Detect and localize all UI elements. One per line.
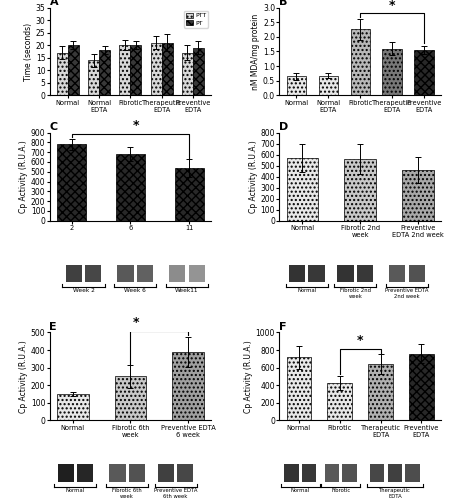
Bar <box>319 76 338 96</box>
Bar <box>382 48 402 96</box>
Bar <box>129 464 145 482</box>
Y-axis label: Cp Activity (R.U.A.): Cp Activity (R.U.A.) <box>19 140 28 213</box>
Text: Normal: Normal <box>297 288 316 294</box>
Bar <box>115 376 146 420</box>
Text: A: A <box>50 0 58 6</box>
Bar <box>402 170 434 220</box>
Bar <box>88 60 99 96</box>
Bar <box>284 464 299 482</box>
Bar <box>351 30 370 96</box>
Bar <box>177 464 194 482</box>
Bar <box>342 464 357 482</box>
Bar <box>308 264 324 282</box>
Bar <box>338 264 354 282</box>
Bar <box>57 52 68 96</box>
Text: Week 6: Week 6 <box>124 288 146 294</box>
Text: Fibrotic: Fibrotic <box>331 488 350 494</box>
Bar <box>289 264 305 282</box>
Bar <box>370 464 384 482</box>
Text: D: D <box>279 122 288 132</box>
Bar <box>287 76 306 96</box>
Text: Week 2: Week 2 <box>72 288 94 294</box>
Bar <box>66 264 82 282</box>
Bar <box>77 464 93 482</box>
Text: Fibrotic 2nd
week: Fibrotic 2nd week <box>340 288 371 300</box>
Text: B: B <box>279 0 288 6</box>
Bar <box>116 154 145 220</box>
Bar <box>344 159 376 220</box>
Bar <box>405 464 420 482</box>
Text: *: * <box>133 316 140 330</box>
Bar <box>119 45 130 96</box>
Text: *: * <box>133 119 140 132</box>
Bar <box>302 464 316 482</box>
Text: Normal: Normal <box>66 488 85 494</box>
Bar <box>389 264 405 282</box>
Text: Week11: Week11 <box>175 288 199 294</box>
Text: *: * <box>357 334 363 347</box>
Text: Preventive EDTA
2nd week: Preventive EDTA 2nd week <box>385 288 429 300</box>
Y-axis label: Cp Activity (R.U.A.): Cp Activity (R.U.A.) <box>19 340 28 413</box>
Bar <box>57 394 89 420</box>
Y-axis label: Cp Activity (R.U.A.): Cp Activity (R.U.A.) <box>244 340 253 413</box>
Bar <box>158 464 174 482</box>
Text: Preventive EDTA
6th week: Preventive EDTA 6th week <box>154 488 198 499</box>
Bar <box>175 168 204 220</box>
Bar <box>324 464 339 482</box>
Bar <box>57 144 86 220</box>
Bar <box>409 264 425 282</box>
Text: E: E <box>50 322 57 332</box>
Bar <box>189 264 205 282</box>
Bar <box>357 264 373 282</box>
Bar <box>287 158 318 220</box>
Bar <box>414 50 434 96</box>
Y-axis label: Time (seconds): Time (seconds) <box>24 22 33 80</box>
Bar <box>151 42 162 96</box>
Bar <box>193 48 204 96</box>
Text: Therapeutic
EDTA: Therapeutic EDTA <box>379 488 411 499</box>
Bar <box>117 264 134 282</box>
Bar <box>328 382 352 420</box>
Bar <box>85 264 101 282</box>
Text: C: C <box>50 122 58 132</box>
Y-axis label: nM MDA/mg protein: nM MDA/mg protein <box>251 14 260 90</box>
Text: F: F <box>279 322 287 332</box>
Bar <box>172 352 204 420</box>
Legend: PTT, PT: PTT, PT <box>184 10 208 28</box>
Bar <box>409 354 434 420</box>
Bar <box>162 42 173 96</box>
Bar <box>130 45 141 96</box>
Bar <box>287 357 311 420</box>
Bar <box>387 464 402 482</box>
Text: Normal: Normal <box>291 488 310 494</box>
Text: Fibrotic 6th
week: Fibrotic 6th week <box>112 488 142 499</box>
Bar <box>58 464 74 482</box>
Bar <box>137 264 153 282</box>
Bar <box>109 464 126 482</box>
Bar <box>368 364 393 420</box>
Bar <box>99 50 110 96</box>
Y-axis label: Cp Activity (R.U.A.): Cp Activity (R.U.A.) <box>249 140 258 213</box>
Bar <box>182 52 193 96</box>
Bar <box>169 264 185 282</box>
Text: *: * <box>389 0 396 12</box>
Bar <box>68 45 79 96</box>
